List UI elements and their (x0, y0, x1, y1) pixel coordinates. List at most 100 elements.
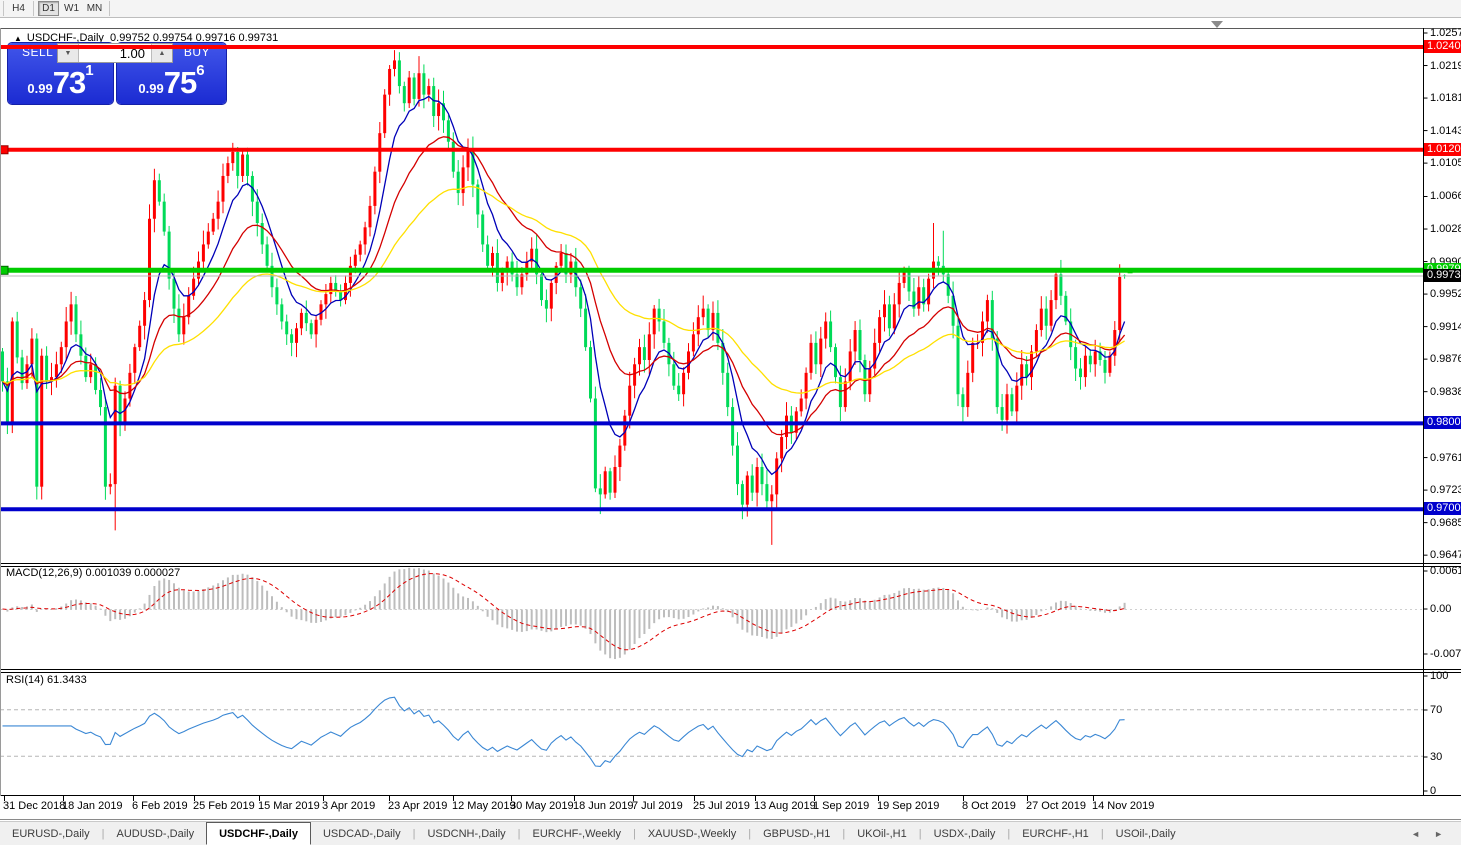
chart-symbol-period: USDCHF-,Daily (26, 32, 104, 44)
rsi-axis-label: 0 (1430, 785, 1437, 797)
timeframe-button-mn[interactable]: MN (86, 3, 103, 14)
candle-body (99, 389, 102, 408)
tab-separator: | (842, 827, 846, 840)
candle-body (961, 394, 965, 408)
candle-body (427, 86, 431, 95)
macd-axis-label: 0.00 (1430, 603, 1452, 615)
tab-scroll-left-icon[interactable]: ◄ (1411, 828, 1421, 839)
rsi-axis-label: 100 (1430, 670, 1449, 682)
candle-body (451, 141, 455, 172)
candle-body (672, 364, 676, 386)
candle-body (236, 151, 240, 176)
price-level-tag: 0.97006 (1424, 502, 1461, 516)
chart-tab-ukoil[interactable]: UKOil-,H1 (857, 827, 907, 840)
candle-body (348, 265, 352, 283)
time-axis-label: 8 Oct 2019 (962, 800, 1016, 812)
candle-body (843, 381, 847, 408)
candle-body (834, 347, 837, 378)
candle-body (883, 304, 886, 318)
candle-body (765, 484, 769, 502)
candle-body (393, 60, 396, 69)
chart-tab-eurchf[interactable]: EURCHF-,Weekly (532, 827, 621, 840)
chart-tab-gbpusd[interactable]: GBPUSD-,H1 (763, 827, 831, 840)
candle-body (608, 471, 612, 493)
candle-body (246, 154, 249, 176)
candle-body (873, 342, 877, 369)
candle-body (829, 321, 833, 348)
price-axis-label: 1.01810 (1430, 92, 1461, 105)
price-level-tag: 0.98009 (1424, 416, 1461, 430)
tab-separator: | (412, 827, 416, 840)
expand-triangle-icon[interactable]: ▲ (14, 34, 22, 43)
candle-body (691, 334, 695, 352)
candle-body (1054, 274, 1058, 301)
candle-body (1083, 355, 1087, 378)
candle-body (255, 201, 259, 224)
price-level-tag: 0.99731 (1424, 269, 1461, 283)
candle-body (853, 330, 857, 352)
timeframe-button-d1[interactable]: D1 (38, 1, 59, 16)
candle-body (726, 372, 730, 408)
chart-tab-eurusd[interactable]: EURUSD-,Daily (12, 827, 90, 840)
candle-body (241, 154, 245, 176)
candle-body (1103, 359, 1107, 373)
chart-tab-usdcad[interactable]: USDCAD-,Daily (322, 827, 401, 840)
tab-scroll-right-icon[interactable]: ► (1434, 828, 1443, 839)
candle-body (716, 312, 720, 343)
chart-tab-usdchf[interactable]: USDCHF-,Daily (206, 822, 311, 845)
candle-body (64, 321, 68, 348)
macd-axis-label: 0.00613 (1430, 565, 1461, 577)
candle-body (936, 261, 940, 266)
candle-body (481, 214, 485, 245)
candle-body (59, 347, 63, 365)
candle-body (295, 328, 298, 343)
candle-body (15, 321, 19, 358)
candle-body (549, 282, 553, 309)
candle-body (187, 295, 191, 318)
candle-body (848, 351, 852, 382)
candle-body (554, 265, 558, 283)
candle-body (711, 312, 715, 331)
candle-body (417, 73, 421, 99)
candle-body (736, 445, 739, 485)
candle-body (113, 385, 117, 485)
chart-tab-usdx[interactable]: USDX-,Daily (933, 827, 996, 840)
chart-tab-usoil[interactable]: USOil-,Daily (1115, 827, 1176, 840)
candle-body (45, 355, 49, 382)
time-axis-label: 15 Mar 2019 (258, 800, 320, 812)
macd-axis-label: -0.0076120 (1430, 648, 1461, 660)
candle-body (990, 300, 994, 339)
candle-body (662, 321, 666, 343)
chart-tab-xauusd[interactable]: XAUUSD-,Weekly (647, 827, 737, 840)
chart-tab-usdcnh[interactable]: USDCNH-,Daily (427, 827, 506, 840)
price-axis-label: 0.96470 (1430, 549, 1461, 562)
candle-body (721, 342, 725, 373)
price-level-tag: 1.02406 (1424, 40, 1461, 54)
candle-body (167, 231, 171, 279)
candle-body (682, 372, 686, 395)
candle-body (138, 325, 142, 348)
candle-body (887, 304, 891, 329)
candle-body (613, 466, 617, 493)
tab-separator: | (101, 827, 105, 840)
candle-body (299, 312, 303, 329)
chart-tab-audusd[interactable]: AUDUSD-,Daily (116, 827, 195, 840)
chart-ohlc-values: 0.99752 0.99754 0.99716 0.99731 (110, 32, 279, 44)
timeframe-button-w1[interactable]: W1 (64, 3, 79, 14)
candle-body (652, 308, 656, 335)
time-axis-label: 13 Aug 2019 (754, 800, 816, 812)
price-panel-plot[interactable] (0, 45, 1423, 545)
candle-body (1020, 364, 1024, 386)
chart-shift-marker[interactable] (1211, 21, 1223, 28)
timeframe-button-h4[interactable]: H4 (12, 3, 25, 14)
candle-body (500, 271, 504, 283)
candle-body (285, 321, 289, 335)
candle-body (84, 355, 88, 378)
tab-separator: | (632, 827, 636, 840)
candle-body (966, 372, 970, 408)
chart-tab-eurchf[interactable]: EURCHF-,H1 (1022, 827, 1089, 840)
